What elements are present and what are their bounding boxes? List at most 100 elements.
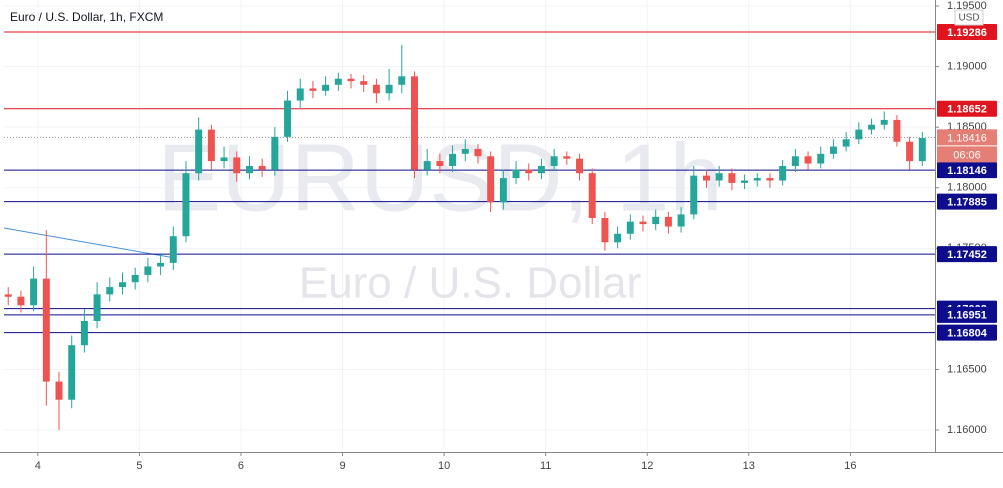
candle-body — [271, 136, 279, 170]
countdown-box — [937, 146, 997, 163]
candle-body — [487, 156, 495, 203]
candle-body — [30, 278, 38, 306]
trend-line — [3, 227, 176, 259]
x-tick-label: 13 — [743, 460, 755, 472]
candle-body — [766, 178, 774, 181]
candle-body — [131, 274, 139, 283]
candle-body — [410, 76, 418, 170]
candle-body — [80, 320, 88, 346]
candle-body — [93, 294, 101, 321]
candle-body — [639, 221, 647, 225]
level-label-box — [937, 324, 997, 341]
x-tick-label: 4 — [35, 460, 41, 472]
candle-body — [334, 78, 342, 85]
candle-body — [474, 148, 482, 157]
x-tick-label: 5 — [136, 460, 142, 472]
candle-body — [4, 294, 12, 297]
x-tick-label: 11 — [540, 460, 551, 472]
watermark: Euro / U.S. Dollar — [299, 259, 641, 308]
candle-body — [690, 175, 698, 215]
candle-body — [728, 173, 736, 183]
candle-body — [461, 148, 469, 154]
level-label-box — [937, 193, 997, 210]
candle-body — [360, 81, 368, 85]
candle-body — [449, 153, 457, 166]
candle-body — [144, 266, 152, 275]
candle-body — [245, 165, 253, 174]
candle-body — [512, 169, 520, 179]
candle-body — [258, 165, 266, 170]
y-tick-label: 1.18500 — [947, 121, 987, 133]
candle-body — [398, 76, 406, 85]
candle-body — [284, 100, 292, 137]
level-label: 1.16804 — [947, 328, 988, 340]
level-label: 1.18652 — [947, 104, 987, 116]
candle-body — [296, 88, 304, 101]
current-price-label: 1.18416 — [947, 132, 987, 144]
candle-body — [42, 278, 50, 382]
candle-body — [702, 175, 710, 181]
candle-body — [309, 88, 317, 91]
x-tick-label: 6 — [238, 460, 244, 472]
candle-body — [588, 173, 596, 219]
candle-body — [626, 221, 634, 234]
currency: USD — [958, 13, 979, 24]
candle-body — [576, 158, 584, 174]
candle-body — [893, 119, 901, 142]
candle-body — [563, 156, 571, 159]
level-label-box — [937, 23, 997, 40]
candle-body — [182, 173, 190, 237]
candle-body — [842, 139, 850, 147]
candle-body — [347, 78, 355, 82]
currency-box — [954, 9, 984, 26]
candle-body — [423, 161, 431, 170]
watermark-group: EURUSD, 1h Euro / U.S. Dollar — [157, 124, 723, 307]
candle-body — [55, 381, 63, 400]
x-tick-label: 16 — [844, 460, 856, 472]
candle-body — [906, 141, 914, 162]
y-tick-label: 1.19000 — [947, 61, 987, 73]
levels — [3, 31, 935, 334]
candle-body — [779, 165, 787, 181]
candle-body — [68, 345, 76, 400]
y-tick-label: 1.18000 — [947, 182, 987, 194]
level-label: 1.17452 — [947, 249, 987, 261]
candle-body — [791, 156, 799, 166]
candle-body — [868, 124, 876, 130]
candle-body — [220, 157, 228, 162]
level-label-box — [937, 306, 997, 323]
candle-body — [537, 165, 545, 174]
level-label: 1.18146 — [947, 165, 987, 177]
level-label: 1.17885 — [947, 197, 987, 209]
candle-body — [652, 216, 660, 225]
candle-body — [525, 169, 533, 174]
candle-body — [677, 214, 685, 227]
level-label-box — [937, 246, 997, 263]
level-label-box — [937, 100, 997, 117]
x-tick-label: 10 — [438, 460, 450, 472]
candle-body — [601, 218, 609, 243]
candle-body — [715, 173, 723, 181]
y-tick-label: 1.16500 — [947, 363, 987, 375]
candles — [4, 44, 926, 431]
candle-body — [804, 156, 812, 164]
candle-body — [817, 153, 825, 164]
x-tick-label: 12 — [641, 460, 653, 472]
chart-title: Euro / U.S. Dollar, 1h, FXCM — [10, 10, 163, 24]
candle-body — [550, 156, 558, 166]
x-tick-label: 9 — [339, 460, 345, 472]
candle-body — [614, 233, 622, 243]
level-label: 1.19286 — [947, 27, 987, 39]
y-tick-label: 1.19500 — [947, 0, 987, 12]
candle-body — [118, 282, 126, 288]
candle-body — [385, 84, 393, 94]
candle-body — [17, 296, 25, 306]
candle-body — [436, 161, 444, 166]
countdown: 06:06 — [953, 149, 981, 161]
level-label: 1.16951 — [947, 310, 987, 322]
candle-body — [207, 129, 215, 162]
current-price-box — [937, 129, 997, 146]
candle-body — [233, 157, 241, 174]
